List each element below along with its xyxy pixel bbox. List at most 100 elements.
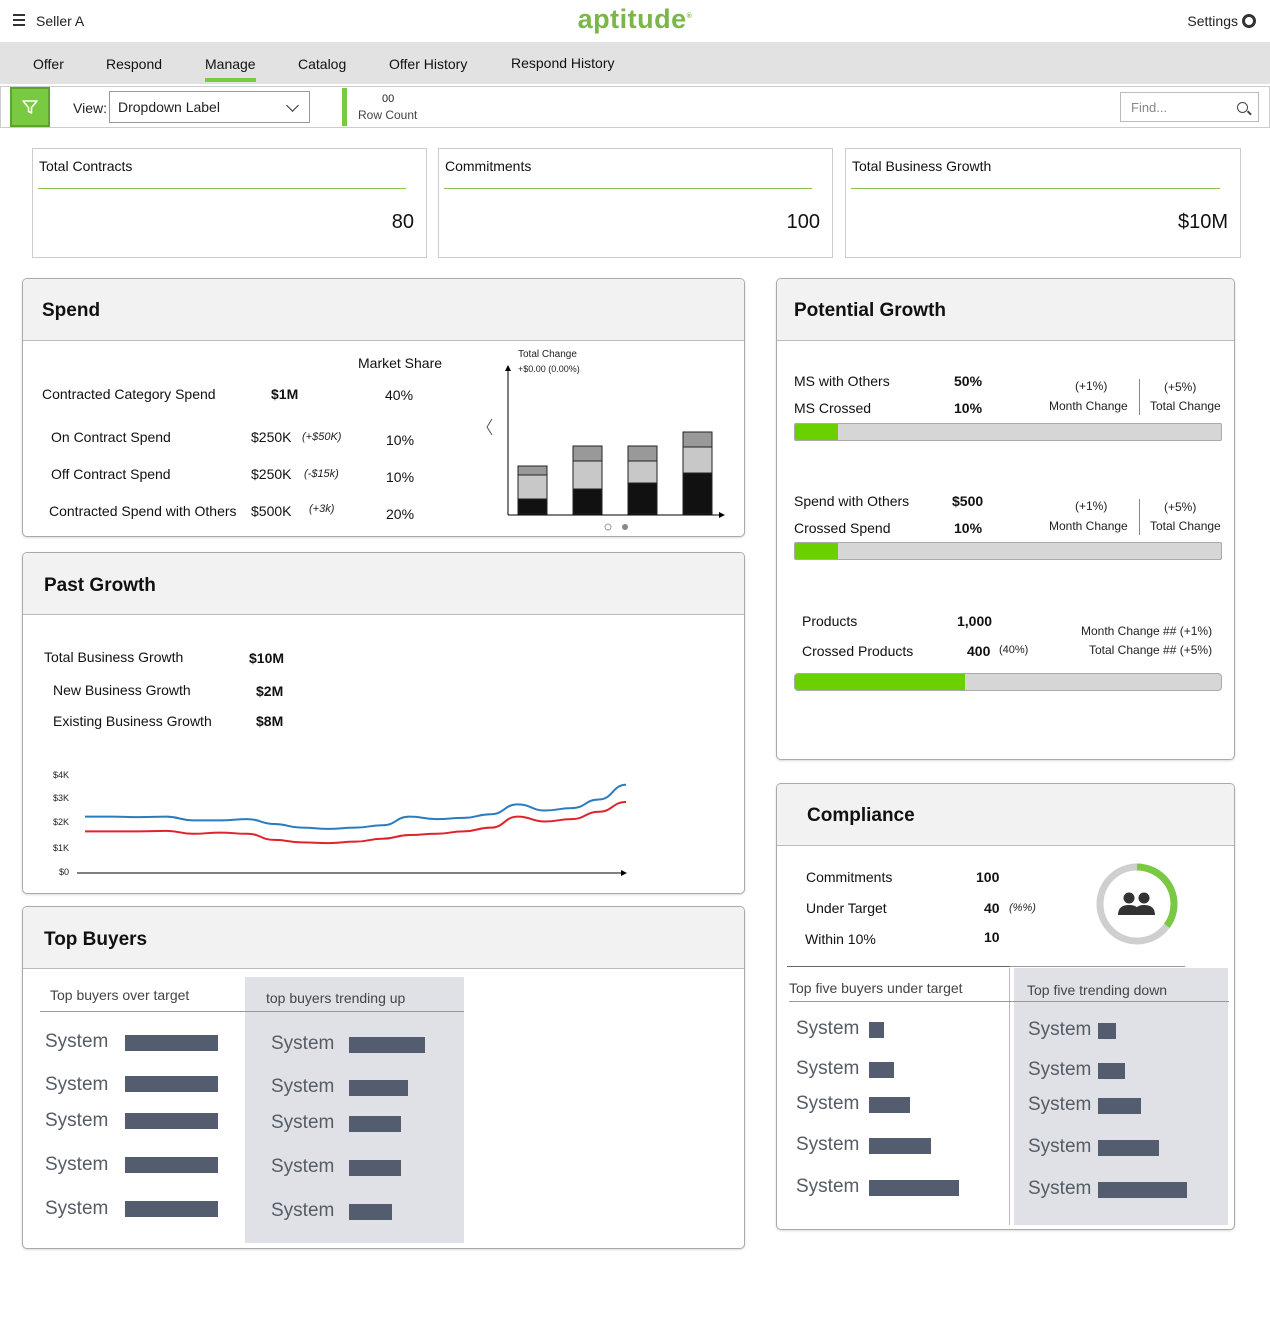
panel-header	[23, 279, 744, 341]
chevron-down-icon	[286, 99, 299, 112]
metric-label: MS Crossed	[794, 400, 872, 416]
x-axis-arrow	[719, 512, 725, 518]
column-title: Top five trending down	[1027, 982, 1168, 998]
buyer-name[interactable]: System	[796, 1093, 860, 1114]
compliance-label: Within 10%	[805, 931, 876, 947]
buyer-name[interactable]: System	[796, 1176, 860, 1197]
kpi-divider	[851, 188, 1220, 189]
buyer-name[interactable]: System	[1028, 1059, 1092, 1080]
compliance-note: (%%)	[1009, 902, 1036, 914]
spend-row-label: Off Contract Spend	[51, 466, 171, 482]
total-change-text: Total Change ## (+5%)	[1089, 643, 1213, 657]
column-title: Top five buyers under target	[789, 980, 963, 996]
buyer-name[interactable]: System	[1028, 1019, 1092, 1040]
view-dropdown[interactable]: Dropdown Label	[109, 91, 310, 123]
chevron-left-icon[interactable]	[486, 418, 493, 436]
filter-button[interactable]	[10, 87, 50, 127]
buyer-name[interactable]: System	[1028, 1136, 1092, 1157]
total-change-label: Total Change	[1150, 399, 1221, 413]
spend-row-value: $250K	[251, 429, 292, 445]
compliance-donut	[1096, 863, 1178, 945]
search-input[interactable]: Find...	[1120, 92, 1259, 122]
spend-row-change: (-$15k)	[304, 468, 339, 480]
y-tick-label: $4K	[53, 770, 69, 780]
buyer-name[interactable]: System	[271, 1076, 335, 1097]
compliance-value: 10	[984, 929, 1000, 945]
search-icon[interactable]	[1237, 102, 1248, 113]
growth-label: Existing Business Growth	[53, 713, 212, 729]
search-placeholder: Find...	[1131, 100, 1168, 115]
buyer-name[interactable]: System	[45, 1154, 109, 1175]
buyer-bar	[349, 1160, 401, 1176]
chart-subtitle: +$0.00 (0.00%)	[518, 364, 580, 374]
month-change-label: Month Change	[1049, 399, 1128, 413]
month-change-label: Month Change	[1049, 519, 1128, 533]
spend-panel: Spend Market Share Contracted Category S…	[22, 278, 745, 537]
progress-fill	[795, 674, 966, 690]
tab-manage[interactable]: Manage	[205, 56, 256, 82]
buyer-name[interactable]: System	[45, 1074, 109, 1095]
column-divider	[1139, 379, 1140, 415]
y-tick-label: $1K	[53, 843, 69, 853]
metric-label: Crossed Spend	[794, 520, 891, 536]
progress-fill	[795, 424, 838, 440]
metric-label: MS with Others	[794, 373, 890, 389]
metric-label: Spend with Others	[794, 493, 910, 509]
kpi-title: Total Business Growth	[852, 158, 992, 174]
buyer-name[interactable]: System	[1028, 1178, 1092, 1199]
settings-label: Settings	[1187, 13, 1238, 29]
buyer-name[interactable]: System	[271, 1200, 335, 1221]
carousel-dot-active[interactable]	[622, 524, 628, 530]
past-growth-line-chart: $4K $3K $2K $1K $0	[53, 770, 627, 877]
spend-row-share: 10%	[386, 432, 415, 448]
gear-icon	[1242, 14, 1256, 28]
settings-button[interactable]: Settings	[1187, 13, 1256, 29]
y-axis-arrow	[505, 365, 511, 371]
buyer-name[interactable]: System	[796, 1018, 860, 1039]
buyer-name[interactable]: System	[45, 1110, 109, 1131]
buyer-name[interactable]: System	[271, 1156, 335, 1177]
contracted-category-spend-share: 40%	[385, 387, 414, 403]
tab-offer[interactable]: Offer	[33, 56, 64, 72]
chart-title: Total Change	[518, 349, 577, 360]
bar-segment	[572, 460, 603, 490]
buyer-name[interactable]: System	[796, 1134, 860, 1155]
metric-value: 1,000	[957, 613, 993, 629]
separator	[342, 88, 347, 126]
buyer-name[interactable]: System	[271, 1112, 335, 1133]
tab-offer-history[interactable]: Offer History	[389, 56, 468, 72]
buyer-name[interactable]: System	[796, 1058, 860, 1079]
metric-value: 10%	[954, 520, 983, 536]
spend-bar-chart	[486, 365, 725, 531]
buyer-name[interactable]: System	[271, 1033, 335, 1054]
column-title: Top buyers over target	[50, 987, 190, 1003]
kpi-divider	[444, 188, 812, 189]
buyer-bar	[1098, 1098, 1141, 1114]
compliance-value: 100	[976, 869, 1000, 885]
kpi-divider	[38, 188, 406, 189]
potential-growth-panel: Potential Growth MS with Others 50% MS C…	[776, 278, 1235, 760]
tab-catalog[interactable]: Catalog	[298, 56, 347, 72]
user-name[interactable]: Seller A	[36, 13, 85, 29]
compliance-label: Commitments	[806, 869, 893, 885]
y-tick-label: $0	[59, 867, 69, 877]
metric-value: 50%	[954, 373, 983, 389]
buyer-name[interactable]: System	[45, 1198, 109, 1219]
carousel-dot[interactable]	[604, 523, 612, 531]
buyer-bar	[1098, 1182, 1187, 1198]
buyer-bar	[125, 1076, 218, 1092]
tab-respond-history[interactable]: Respond History	[511, 55, 615, 71]
buyer-name[interactable]: System	[45, 1031, 109, 1052]
tab-respond[interactable]: Respond	[106, 56, 163, 72]
buyer-bar	[869, 1062, 894, 1078]
hamburger-menu-icon[interactable]	[13, 14, 25, 26]
growth-label: Total Business Growth	[44, 649, 184, 665]
buyer-bar	[125, 1113, 218, 1129]
growth-value: $8M	[256, 713, 284, 729]
buyer-name[interactable]: System	[1028, 1094, 1092, 1115]
metric-percent: (40%)	[999, 644, 1029, 656]
panel-header	[23, 553, 744, 615]
kpi-title: Total Contracts	[39, 158, 133, 174]
bar-segment	[627, 482, 658, 515]
bar-segment	[627, 460, 658, 484]
